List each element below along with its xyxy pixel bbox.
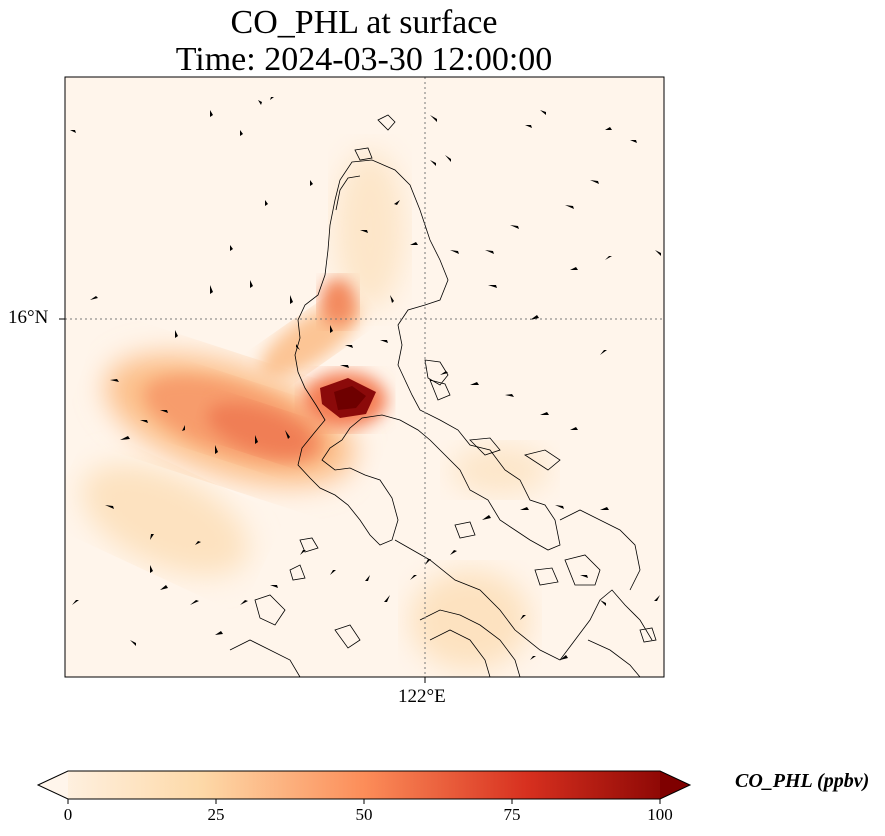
latitude-label: 16°N [8,307,49,328]
concentration-field [81,150,550,670]
map-timestamp: Time: 2024-03-30 12:00:00 [175,41,553,78]
gridlines [65,77,664,677]
colorbar-title: CO_PHL (ppbv) [735,770,870,792]
colorbar-tick: 25 [207,805,225,824]
colorbar-tick: 50 [355,805,373,824]
coastlines [229,114,657,677]
colorbar-tick: 75 [503,805,521,824]
colorbar-tick: 0 [63,805,73,824]
longitude-label: 122°E [398,686,446,707]
map-title: CO_PHL at surface [230,4,498,41]
colorbar-tick: 100 [647,805,673,824]
map-frame [64,76,665,678]
colorbar [36,770,692,804]
